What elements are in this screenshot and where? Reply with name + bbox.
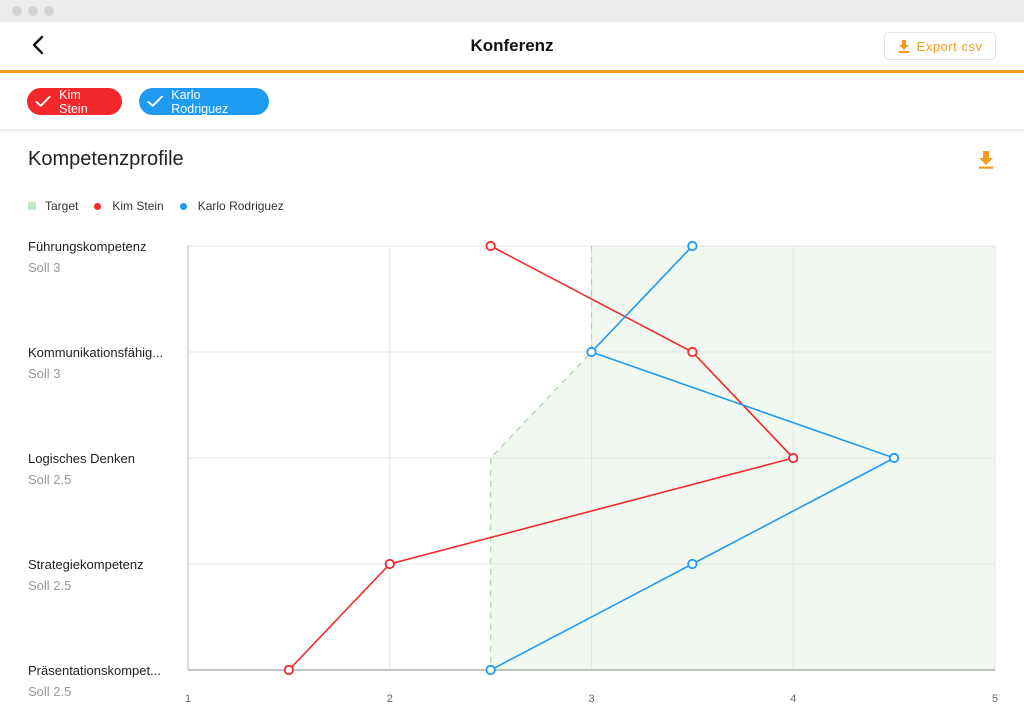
window-titlebar — [0, 0, 1024, 22]
legend-swatch — [28, 202, 36, 210]
data-point — [586, 346, 597, 358]
category-label: Strategiekompetenz — [28, 557, 144, 572]
data-point — [485, 664, 496, 676]
data-point — [687, 558, 698, 570]
x-tick-label: 1 — [185, 693, 191, 705]
check-icon — [35, 95, 51, 107]
top-bar: Konferenz Export csv — [0, 22, 1024, 73]
chart-download-icon[interactable] — [978, 151, 994, 169]
window-minimize-dot[interactable] — [28, 6, 38, 16]
legend-swatch — [94, 202, 102, 210]
data-point — [687, 240, 698, 252]
category-label: Präsentationskompet... — [28, 663, 161, 678]
legend-label: Target — [45, 199, 79, 213]
x-tick-label: 3 — [588, 693, 594, 705]
data-point — [687, 346, 698, 358]
filter-bar: Kim Stein Karlo Rodriguez — [0, 73, 1024, 129]
data-point — [384, 558, 395, 570]
legend-item-target: Target — [28, 199, 78, 213]
export-csv-label: Export csv — [916, 38, 983, 54]
export-csv-button[interactable]: Export csv — [884, 32, 996, 60]
filter-chip-kim-stein[interactable]: Kim Stein — [27, 87, 122, 116]
back-arrow-icon[interactable] — [28, 34, 50, 56]
data-point — [889, 452, 900, 464]
download-icon — [898, 39, 910, 53]
category-label: Führungskompetenz — [28, 239, 147, 254]
legend-item-karlo-rodriguez: Karlo Rodriguez — [179, 199, 284, 213]
legend-swatch — [179, 202, 187, 210]
check-icon — [147, 95, 163, 107]
category-target-label: Soll 2.5 — [28, 578, 72, 593]
category-target-label: Soll 2.5 — [28, 684, 72, 699]
category-label: Kommunikationsfähig... — [28, 345, 164, 360]
legend-item-kim-stein: Kim Stein — [94, 199, 164, 213]
data-point — [283, 664, 294, 676]
category-target-label: Soll 3 — [28, 260, 61, 275]
legend-label: Karlo Rodriguez — [197, 199, 284, 213]
series-line-1 — [490, 245, 897, 671]
x-tick-label: 5 — [992, 693, 998, 705]
section-title: Kompetenzprofile — [28, 148, 184, 170]
filter-chip-karlo-rodriguez[interactable]: Karlo Rodriguez — [139, 87, 269, 116]
data-point — [485, 240, 496, 252]
window-close-dot[interactable] — [12, 6, 22, 16]
window-maximize-dot[interactable] — [44, 6, 54, 16]
series-line-0 — [288, 245, 795, 671]
x-tick-label: 4 — [790, 693, 796, 705]
chart-legend: Target Kim Stein Karlo Rodriguez — [28, 199, 300, 213]
category-target-label: Soll 2.5 — [28, 472, 72, 487]
category-target-label: Soll 3 — [28, 366, 61, 381]
page-title: Konferenz — [470, 36, 554, 55]
category-label: Logisches Denken — [28, 451, 135, 466]
x-tick-label: 2 — [387, 693, 393, 705]
filter-chip-label: Kim Stein — [59, 87, 88, 116]
legend-label: Kim Stein — [112, 199, 164, 213]
data-point — [788, 452, 799, 464]
target-area — [490, 246, 995, 670]
filter-chip-label: Karlo Rodriguez — [171, 87, 229, 116]
target-line — [489, 246, 593, 670]
